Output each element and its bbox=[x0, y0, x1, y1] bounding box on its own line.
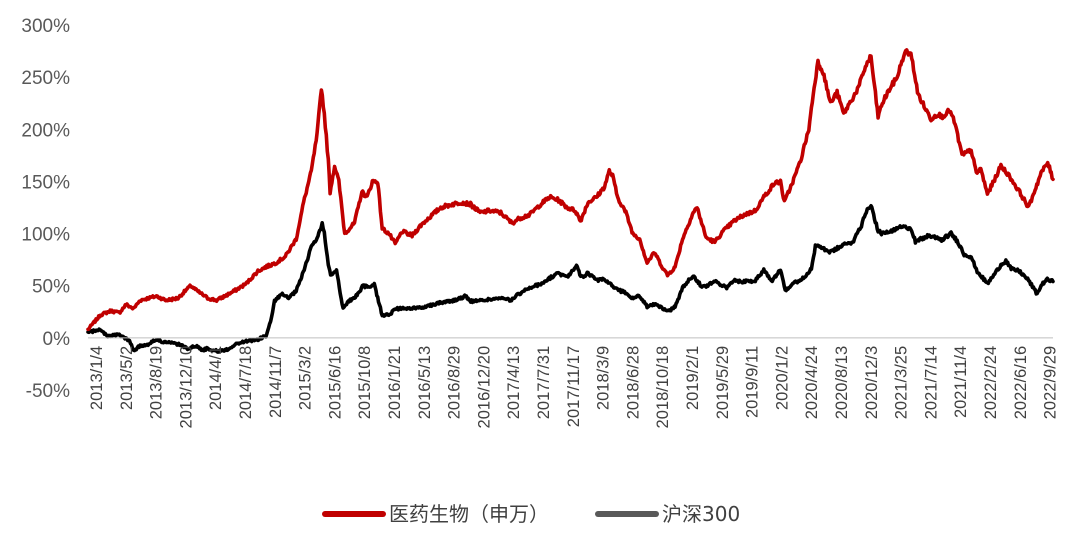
series-line-pharma bbox=[86, 48, 1055, 332]
y-tick-label: 150% bbox=[21, 172, 70, 193]
x-tick-label: 2013/1/4 bbox=[88, 346, 106, 410]
x-tick-label: 2013/12/10 bbox=[177, 346, 195, 429]
x-tick-label: 2021/11/4 bbox=[952, 346, 970, 418]
x-tick-label: 2016/5/13 bbox=[416, 346, 434, 419]
series-line-csi300 bbox=[86, 204, 1055, 354]
x-tick-label: 2022/2/24 bbox=[982, 346, 1000, 419]
y-tick-label: 250% bbox=[21, 68, 70, 89]
x-tick-label: 2015/3/2 bbox=[297, 346, 315, 410]
x-tick-label: 2017/11/17 bbox=[565, 346, 583, 427]
y-tick-label: -50% bbox=[26, 381, 70, 402]
x-tick-label: 2019/9/11 bbox=[744, 346, 762, 418]
x-tick-label: 2020/4/24 bbox=[803, 346, 821, 419]
x-tick-label: 2022/9/29 bbox=[1042, 346, 1060, 419]
x-tick-label: 2019/5/29 bbox=[714, 346, 732, 419]
x-tick-label: 2020/12/3 bbox=[863, 346, 881, 419]
y-tick-label: 50% bbox=[32, 277, 70, 298]
x-tick-label: 2013/8/19 bbox=[148, 346, 166, 419]
x-tick-label: 2016/1/21 bbox=[386, 346, 404, 419]
x-tick-label: 2014/11/7 bbox=[267, 346, 285, 418]
legend-label: 医药生物（申万） bbox=[389, 502, 549, 526]
x-tick-label: 2016/12/20 bbox=[475, 346, 493, 429]
y-tick-label: 100% bbox=[21, 225, 70, 246]
x-tick-label: 2019/2/1 bbox=[684, 346, 702, 410]
x-axis-ticks: 2013/1/4 2013/5/2 2013/8/19 2013/12/10 2014/… bbox=[88, 346, 1060, 429]
legend: 医药生物（申万） 沪深300 bbox=[322, 502, 740, 526]
x-tick-label: 2018/10/18 bbox=[654, 346, 672, 429]
x-tick-label: 2013/5/2 bbox=[118, 346, 136, 410]
x-tick-label: 2015/6/16 bbox=[326, 346, 344, 419]
x-tick-label: 2020/1/2 bbox=[773, 346, 791, 410]
x-tick-label: 2015/10/8 bbox=[356, 346, 374, 419]
plot-area bbox=[86, 48, 1055, 354]
x-tick-label: 2020/8/13 bbox=[833, 346, 851, 419]
x-tick-label: 2014/7/18 bbox=[237, 346, 255, 419]
legend-label: 沪深300 bbox=[662, 502, 740, 526]
y-axis-ticks: 300% 250% 200% 150% 100% 50% 0% -50% bbox=[21, 16, 70, 402]
x-tick-label: 2018/6/28 bbox=[624, 346, 642, 419]
x-tick-label: 2014/4/1 bbox=[207, 346, 225, 410]
y-tick-label: 200% bbox=[21, 120, 70, 141]
y-tick-label: 300% bbox=[21, 16, 70, 37]
x-tick-label: 2016/8/29 bbox=[446, 346, 464, 419]
x-tick-label: 2017/4/13 bbox=[505, 346, 523, 419]
x-tick-label: 2018/3/9 bbox=[595, 346, 613, 410]
x-tick-label: 2022/6/16 bbox=[1012, 346, 1030, 419]
x-tick-label: 2021/3/25 bbox=[893, 346, 911, 419]
x-tick-label: 2021/7/14 bbox=[922, 346, 940, 419]
x-tick-label: 2017/7/31 bbox=[535, 346, 553, 419]
y-tick-label: 0% bbox=[43, 329, 71, 350]
